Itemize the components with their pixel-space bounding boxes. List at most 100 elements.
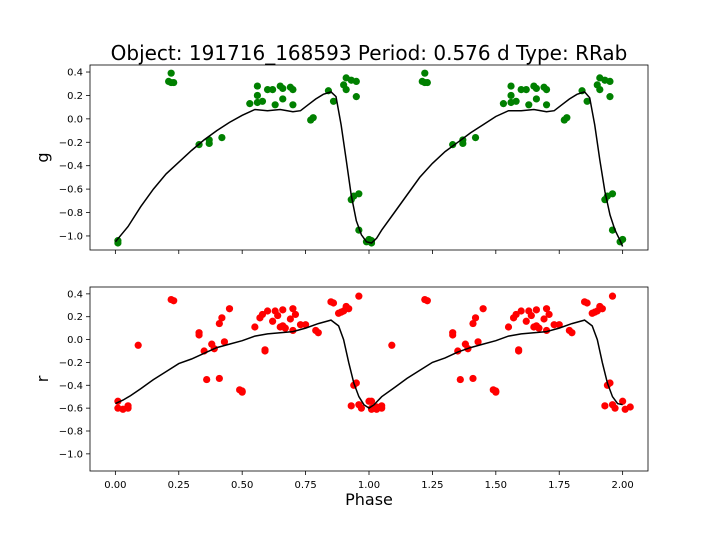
r-data-point [474, 338, 482, 346]
r-data-point [296, 321, 305, 329]
g-y-tick-label: −0.4 [59, 161, 83, 172]
r-x-tick-label: 0.25 [168, 480, 190, 491]
g-data-point [271, 101, 279, 109]
r-data-point [215, 319, 223, 328]
g-data-point [471, 133, 480, 142]
g-data-point [499, 100, 508, 108]
r-data-point [357, 404, 365, 412]
r-data-point [215, 374, 223, 383]
r-data-point [289, 305, 297, 313]
r-data-point [469, 374, 477, 383]
r-x-tick-label: 1.75 [548, 480, 570, 491]
g-data-point [352, 77, 360, 85]
r-data-point [347, 402, 355, 410]
r-x-tick-label: 1.50 [485, 480, 507, 491]
g-y-tick-label: −0.8 [59, 208, 83, 219]
g-data-point [522, 85, 530, 94]
r-data-point [274, 311, 282, 320]
r-data-point [583, 299, 591, 307]
g-data-point [421, 69, 429, 77]
g-data-point [512, 97, 520, 105]
r-y-tick-label: −1.0 [59, 449, 83, 460]
r-y-tick-label: 0.4 [67, 289, 83, 300]
g-data-point [289, 85, 297, 94]
r-x-axis-label: Phase [345, 490, 393, 509]
g-data-point [218, 133, 226, 142]
g-data-point [279, 95, 287, 103]
g-data-point [606, 77, 614, 85]
r-y-tick-label: 0.2 [67, 312, 83, 323]
r-x-tick-label: 2.00 [612, 480, 634, 491]
r-model-curve [115, 319, 623, 410]
g-data-point [253, 82, 261, 90]
g-data-point [352, 93, 360, 101]
g-data-point [525, 101, 533, 109]
r-y-tick-label: −0.6 [59, 404, 83, 415]
r-data-point [545, 310, 553, 319]
r-data-point [261, 347, 269, 355]
g-data-point [563, 114, 571, 122]
g-data-point [342, 85, 350, 94]
r-data-point [124, 404, 132, 412]
g-y-tick-label: 0.2 [67, 91, 83, 102]
r-data-point [134, 341, 142, 349]
g-data-point [167, 69, 175, 77]
r-data-point [540, 315, 548, 323]
r-data-point [345, 305, 353, 313]
r-y-tick-label: −0.4 [59, 381, 83, 392]
r-data-point [479, 305, 487, 313]
r-data-point [263, 307, 272, 315]
r-data-point [279, 306, 287, 314]
r-data-point [619, 397, 627, 405]
g-data-point [517, 85, 525, 94]
r-data-point [373, 403, 381, 411]
r-data-point [626, 403, 634, 411]
r-data-point [195, 329, 203, 337]
g-data-point [542, 101, 551, 109]
r-data-point [388, 341, 396, 349]
r-data-point [504, 323, 513, 331]
r-data-point [492, 387, 500, 395]
g-data-point [606, 93, 614, 101]
r-data-point [550, 321, 558, 329]
g-data-point [542, 85, 551, 94]
g-data-point [114, 239, 122, 247]
r-data-point [365, 397, 373, 405]
g-y-tick-label: −0.2 [59, 138, 83, 149]
r-data-point [456, 375, 464, 384]
g-data-point [289, 101, 297, 109]
g-data-point [263, 85, 272, 94]
r-data-point [532, 306, 541, 314]
g-data-point [246, 100, 254, 108]
g-data-point [355, 190, 363, 198]
g-data-point [269, 85, 277, 94]
r-data-point [203, 375, 211, 384]
r-y-tick-label: −0.8 [59, 427, 83, 438]
r-x-tick-label: 0.00 [104, 480, 126, 491]
g-data-point [608, 190, 617, 198]
r-y-tick-label: −0.2 [59, 358, 83, 369]
r-data-point [527, 311, 535, 320]
r-data-point [281, 324, 289, 332]
r-data-point [601, 402, 609, 410]
r-x-tick-label: 1.00 [358, 480, 380, 491]
r-data-point [469, 319, 477, 328]
g-data-point [583, 97, 591, 105]
g-data-point [170, 78, 178, 87]
r-axes-frame [89, 286, 649, 472]
r-data-point [515, 347, 523, 355]
g-data-point [258, 97, 267, 105]
r-data-point [291, 310, 300, 319]
g-y-axis-label: g [33, 152, 52, 162]
r-data-point [286, 315, 294, 323]
g-data-point [329, 97, 338, 105]
r-data-point [522, 317, 530, 325]
g-y-tick-label: 0.4 [67, 68, 83, 79]
r-x-tick-label: 1.25 [421, 480, 443, 491]
r-data-point [170, 297, 178, 305]
r-data-point [449, 329, 457, 337]
r-data-point [568, 329, 576, 337]
r-x-tick-label: 0.75 [294, 480, 316, 491]
r-data-point [517, 307, 525, 315]
r-data-point [218, 314, 226, 322]
